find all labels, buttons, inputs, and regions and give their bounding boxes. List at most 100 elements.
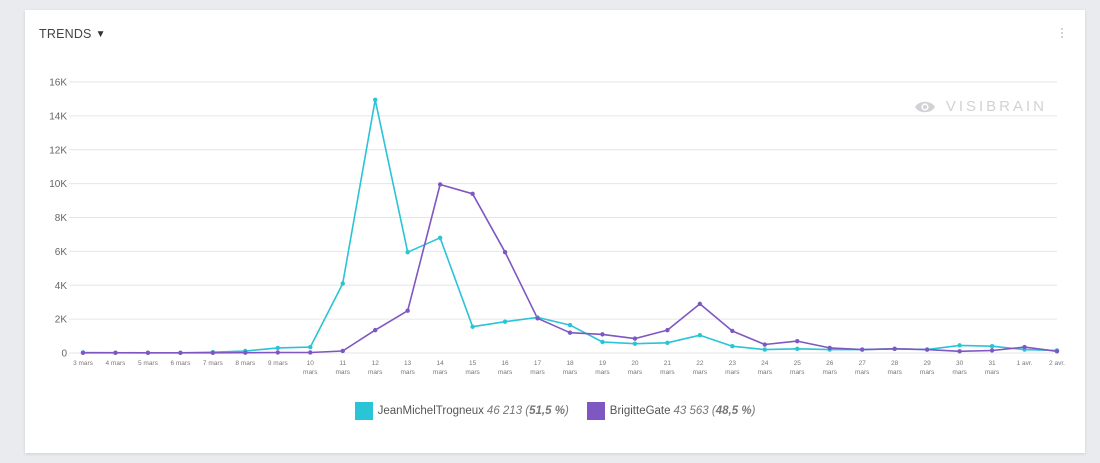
- x-tick-label: mars: [952, 369, 967, 376]
- data-point: [470, 191, 475, 196]
- x-tick-label: mars: [855, 369, 870, 376]
- trends-dropdown[interactable]: TRENDS ▼: [39, 27, 106, 41]
- x-tick-label: 10: [307, 360, 315, 367]
- data-point: [827, 345, 832, 351]
- data-point: [989, 348, 995, 353]
- chart-grid: [69, 81, 1057, 354]
- x-tick-label: mars: [368, 369, 383, 376]
- data-point: [470, 324, 475, 329]
- legend-series-total: 46 213 (51,5 %): [486, 405, 569, 417]
- more-options-icon[interactable]: [1059, 28, 1065, 38]
- data-point: [730, 344, 735, 349]
- x-tick-label: 28: [891, 360, 899, 367]
- y-tick-label: 12K: [49, 145, 67, 156]
- x-tick-label: mars: [628, 369, 643, 376]
- legend-series-name: BrigitteGate: [609, 405, 671, 417]
- x-tick-label: 8 mars: [235, 360, 256, 367]
- data-point: [762, 342, 767, 347]
- x-tick-label: 14: [437, 360, 445, 367]
- data-point: [437, 235, 443, 241]
- series-line-0: [82, 99, 1058, 354]
- x-tick-label: 29: [924, 360, 932, 367]
- x-tick-label: 12: [372, 360, 380, 367]
- x-tick-label: mars: [693, 369, 708, 376]
- data-point: [275, 345, 280, 351]
- legend-swatch: [586, 402, 605, 420]
- x-tick-label: 6 mars: [170, 360, 191, 367]
- y-tick-label: 14K: [49, 111, 67, 122]
- data-point: [665, 340, 670, 346]
- data-point: [795, 338, 800, 344]
- y-tick-label: 16K: [49, 78, 67, 89]
- x-axis: 3 mars 4 mars 5 mars 6 mars 7 mars 8 mars 9 ma…: [73, 360, 1065, 376]
- x-tick-label: mars: [595, 369, 610, 376]
- data-point: [957, 349, 962, 354]
- x-tick-label: 13: [404, 360, 412, 367]
- x-tick-label: 7 mars: [203, 360, 224, 367]
- trends-line-chart: 0 2K 4K 6K 8K 10K 12K 14K 16K 3 mars 4 mars 5 mars…: [49, 78, 1065, 377]
- data-point: [113, 350, 118, 356]
- data-point: [340, 281, 345, 286]
- x-tick-label: 31: [988, 360, 996, 367]
- x-tick-label: 21: [664, 360, 672, 367]
- y-axis: 0 2K 4K 6K 8K 10K 12K 14K 16K: [49, 78, 67, 360]
- x-tick-label: mars: [790, 369, 805, 376]
- x-tick-label: 3 mars: [73, 360, 94, 367]
- legend-series-total: 43 563 (48,5 %): [673, 405, 756, 417]
- caret-down-icon: ▼: [95, 28, 106, 40]
- data-point: [145, 350, 151, 356]
- x-tick-label: 9 mars: [268, 360, 289, 367]
- x-tick-label: mars: [336, 369, 351, 376]
- legend-item-brigittegate[interactable]: BrigitteGate 43 563 (48,5 %): [586, 402, 756, 420]
- x-tick-label: mars: [920, 369, 935, 376]
- data-point: [437, 182, 443, 187]
- data-point: [178, 350, 183, 356]
- x-tick-label: 16: [501, 360, 509, 367]
- x-tick-label: 22: [696, 360, 704, 367]
- data-point: [502, 319, 508, 324]
- data-point: [957, 343, 962, 348]
- data-point: [535, 316, 540, 321]
- data-point: [405, 308, 410, 313]
- data-point: [1022, 344, 1027, 350]
- data-point: [210, 350, 216, 356]
- data-point: [567, 330, 573, 335]
- eye-icon: [914, 101, 935, 112]
- trends-card: TRENDS ▼ VISIBRAIN 0 2K 4K 6K 8K 10K 12K 14K 16K…: [25, 10, 1085, 453]
- x-tick-label: 26: [826, 360, 834, 367]
- data-point: [697, 301, 703, 307]
- x-tick-label: mars: [985, 369, 1000, 376]
- series-line-1: [83, 183, 1058, 354]
- x-tick-label: 20: [631, 360, 639, 367]
- x-tick-label: 4 mars: [106, 360, 127, 367]
- x-tick-label: 30: [956, 360, 964, 367]
- y-tick-label: 8K: [55, 213, 68, 224]
- legend-swatch: [354, 402, 373, 420]
- data-point: [697, 333, 703, 338]
- chart-legend: JeanMichelTrogneux 46 213 (51,5 %) Brigi…: [25, 402, 1085, 420]
- y-tick-label: 6K: [55, 247, 68, 258]
- x-tick-label: mars: [758, 369, 773, 376]
- x-tick-label: 24: [761, 360, 769, 367]
- x-tick-label: 27: [859, 360, 867, 367]
- data-point: [1054, 349, 1060, 354]
- data-point: [567, 322, 573, 328]
- data-point: [632, 341, 638, 346]
- data-point: [989, 344, 995, 349]
- y-tick-label: 10K: [49, 179, 67, 190]
- data-point: [243, 350, 248, 355]
- y-tick-label: 4K: [55, 281, 68, 292]
- x-tick-label: mars: [498, 369, 513, 376]
- x-tick-label: mars: [530, 369, 545, 376]
- x-tick-label: mars: [433, 369, 448, 376]
- data-point: [275, 350, 280, 355]
- x-tick-label: 18: [566, 360, 574, 367]
- x-tick-label: mars: [400, 369, 415, 376]
- data-point: [860, 347, 865, 352]
- x-tick-label: mars: [823, 369, 838, 376]
- legend-item-jeanmicheltrogneux[interactable]: JeanMichelTrogneux 46 213 (51,5 %): [354, 402, 569, 420]
- x-tick-label: 19: [599, 360, 607, 367]
- data-point: [308, 350, 313, 355]
- watermark-text: VISIBRAIN: [945, 98, 1047, 115]
- legend-series-name: JeanMichelTrogneux: [377, 405, 484, 417]
